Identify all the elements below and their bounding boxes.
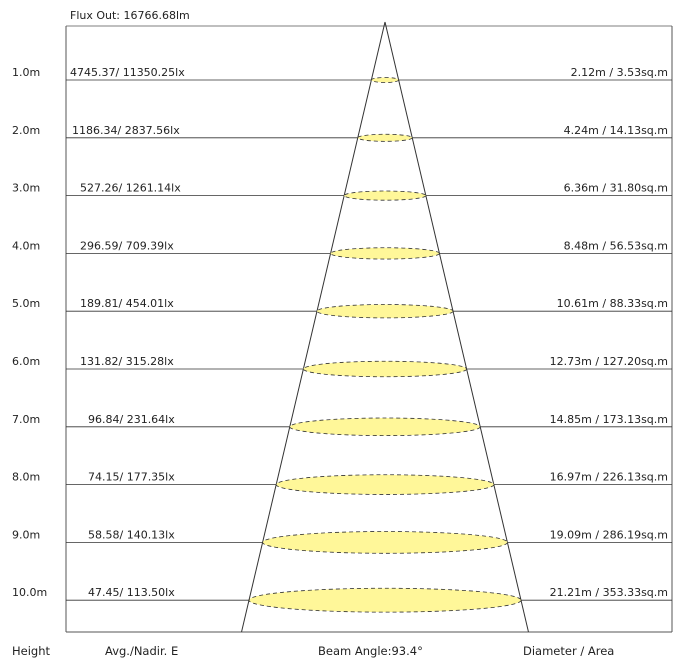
footer-height-label: Height xyxy=(12,644,51,658)
row-diameter-area-label: 6.36m / 31.80sq.m xyxy=(564,182,668,195)
cone-right-edge xyxy=(384,21,529,633)
beam-spot-ellipse xyxy=(371,77,399,83)
row-diameter-area-label: 8.48m / 56.53sq.m xyxy=(564,239,668,252)
row-height-label: 10.0m xyxy=(12,586,47,599)
row-height-label: 6.0m xyxy=(12,355,40,368)
beam-spot-ellipse xyxy=(316,304,454,319)
diagram-frame xyxy=(65,25,673,633)
row-labels: 1.0m 4745.37/ 11350.25lx 2.12m / 3.53sq.m 2… xyxy=(12,66,668,599)
row-diameter-area-label: 10.61m / 88.33sq.m xyxy=(557,297,668,310)
beam-spot-ellipse xyxy=(289,417,481,437)
row-height-label: 7.0m xyxy=(12,413,40,426)
row-illuminance-label: 189.81/ 454.01lx xyxy=(80,297,174,310)
beam-spot-ellipse xyxy=(275,474,495,495)
beam-cone xyxy=(241,21,529,633)
row-illuminance-label: 527.26/ 1261.14lx xyxy=(80,182,181,195)
row-height-label: 1.0m xyxy=(12,66,40,79)
row-illuminance-label: 74.15/ 177.35lx xyxy=(88,471,175,484)
row-lines xyxy=(66,79,672,601)
cone-left-edge xyxy=(241,21,386,633)
row-illuminance-label: 58.58/ 140.13lx xyxy=(88,528,175,541)
beam-spot-ellipse xyxy=(343,190,427,201)
row-height-label: 9.0m xyxy=(12,528,40,541)
row-diameter-area-label: 12.73m / 127.20sq.m xyxy=(550,355,668,368)
row-height-label: 4.0m xyxy=(12,239,40,252)
footer-avg-nadir-label: Avg./Nadir. E xyxy=(105,644,178,658)
footer-diameter-area-label: Diameter / Area xyxy=(523,644,614,658)
row-diameter-area-label: 19.09m / 286.19sq.m xyxy=(550,528,668,541)
beam-spot-ellipse xyxy=(248,587,522,613)
beam-spot-ellipse xyxy=(262,531,508,554)
beam-spot-ellipse xyxy=(302,360,468,378)
row-diameter-area-label: 21.21m / 353.33sq.m xyxy=(550,586,668,599)
row-illuminance-label: 1186.34/ 2837.56lx xyxy=(72,124,180,137)
beam-spot-ellipse xyxy=(357,133,413,142)
row-diameter-area-label: 4.24m / 14.13sq.m xyxy=(564,124,668,137)
row-illuminance-label: 296.59/ 709.39lx xyxy=(80,239,174,252)
row-diameter-area-label: 16.97m / 226.13sq.m xyxy=(550,471,668,484)
row-diameter-area-label: 14.85m / 173.13sq.m xyxy=(550,413,668,426)
flux-out-label: Flux Out: 16766.68lm xyxy=(70,9,190,22)
row-height-label: 8.0m xyxy=(12,471,40,484)
row-illuminance-label: 131.82/ 315.28lx xyxy=(80,355,174,368)
row-height-label: 2.0m xyxy=(12,124,40,137)
beam-spot-ellipse xyxy=(330,247,440,260)
footer-beam-angle-label: Beam Angle:93.4° xyxy=(318,644,423,658)
row-height-label: 5.0m xyxy=(12,297,40,310)
row-illuminance-label: 96.84/ 231.64lx xyxy=(88,413,175,426)
row-height-label: 3.0m xyxy=(12,182,40,195)
row-diameter-area-label: 2.12m / 3.53sq.m xyxy=(571,66,668,79)
row-illuminance-label: 47.45/ 113.50lx xyxy=(88,586,175,599)
row-illuminance-label: 4745.37/ 11350.25lx xyxy=(70,66,185,79)
